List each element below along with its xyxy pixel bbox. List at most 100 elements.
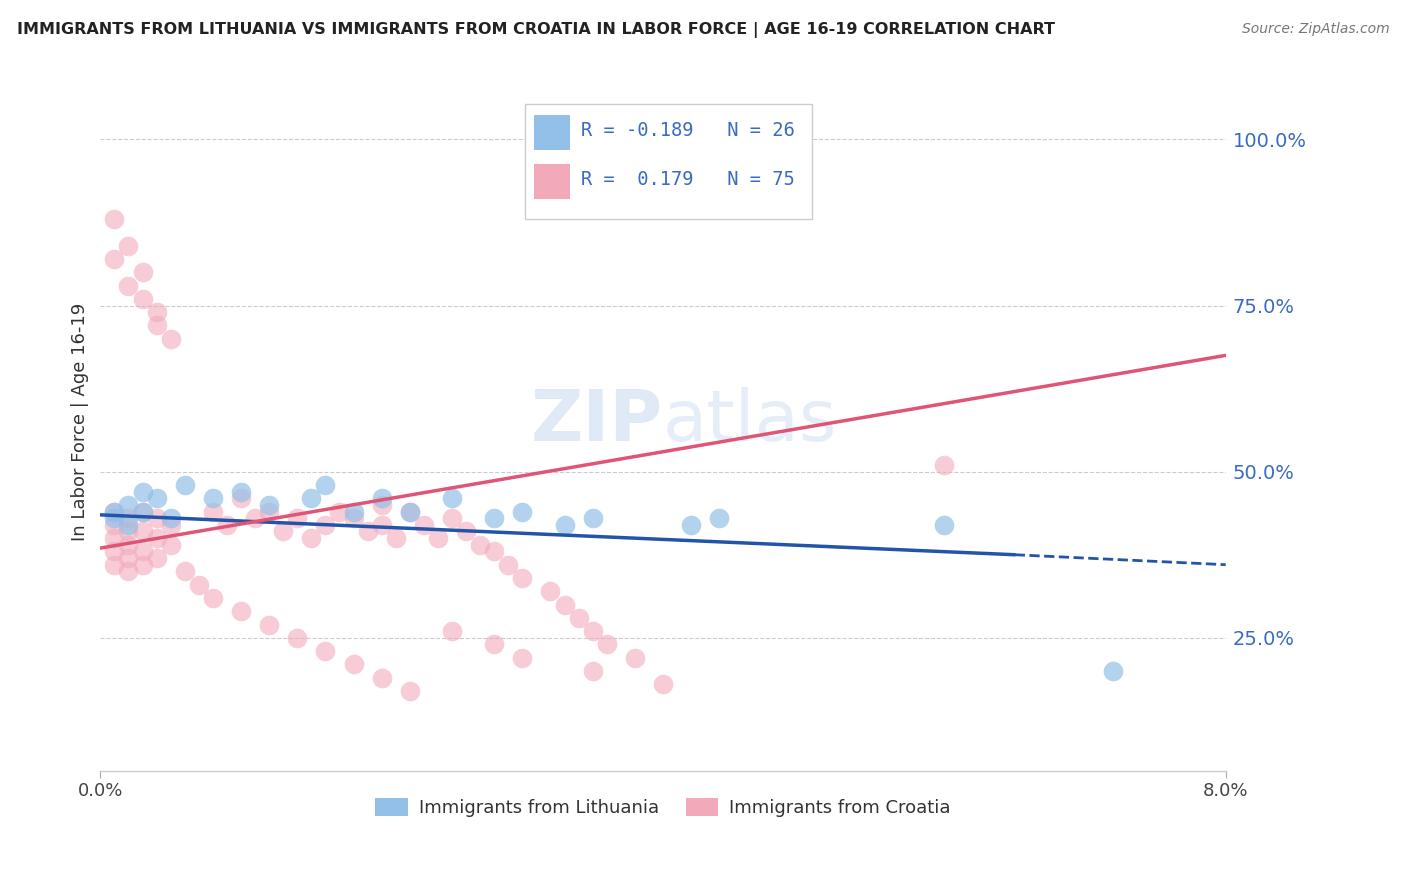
Point (314, 644, 336, 658)
Point (103, 558, 125, 572)
Point (145, 511, 167, 525)
Point (159, 538, 181, 552)
Point (117, 551, 139, 566)
Point (173, 565, 195, 579)
Point (934, 517, 956, 532)
Point (229, 604, 252, 618)
Point (512, 571, 534, 585)
Point (568, 611, 591, 625)
Point (299, 531, 322, 545)
Point (117, 565, 139, 579)
Point (582, 664, 605, 678)
Point (554, 517, 576, 532)
Point (285, 631, 308, 645)
Point (257, 498, 280, 512)
Point (384, 531, 406, 545)
Point (314, 478, 336, 492)
Point (201, 491, 224, 506)
Point (103, 252, 125, 266)
Point (117, 498, 139, 512)
Text: Source: ZipAtlas.com: Source: ZipAtlas.com (1241, 22, 1389, 37)
Point (370, 498, 392, 512)
Point (398, 504, 420, 518)
Point (285, 511, 308, 525)
Point (145, 551, 167, 566)
Point (159, 511, 181, 525)
Point (398, 504, 420, 518)
Point (440, 624, 463, 639)
Point (512, 650, 534, 665)
Point (131, 504, 153, 518)
Point (103, 531, 125, 545)
Point (145, 531, 167, 545)
Y-axis label: In Labor Force | Age 16-19: In Labor Force | Age 16-19 (72, 302, 89, 541)
Point (103, 511, 125, 525)
Point (342, 511, 364, 525)
Point (314, 517, 336, 532)
Point (131, 544, 153, 558)
Point (356, 524, 378, 539)
Point (201, 591, 224, 605)
Point (709, 511, 731, 525)
Point (454, 524, 477, 539)
Legend: Immigrants from Lithuania, Immigrants from Croatia: Immigrants from Lithuania, Immigrants fr… (368, 790, 957, 824)
Point (117, 278, 139, 293)
Point (440, 491, 463, 506)
Point (117, 517, 139, 532)
Point (103, 212, 125, 227)
Point (159, 332, 181, 346)
Text: R = -0.189   N = 26: R = -0.189 N = 26 (581, 121, 794, 140)
FancyBboxPatch shape (524, 104, 811, 219)
Point (173, 478, 195, 492)
Point (342, 657, 364, 672)
Point (652, 677, 675, 691)
Point (103, 504, 125, 518)
Point (117, 239, 139, 253)
FancyBboxPatch shape (534, 115, 569, 150)
Point (484, 511, 506, 525)
Point (271, 524, 294, 539)
Point (370, 671, 392, 685)
Point (243, 511, 266, 525)
Point (131, 265, 153, 279)
Point (512, 504, 534, 518)
Point (229, 484, 252, 499)
Point (624, 650, 647, 665)
Point (596, 637, 619, 651)
Text: IMMIGRANTS FROM LITHUANIA VS IMMIGRANTS FROM CROATIA IN LABOR FORCE | AGE 16-19 : IMMIGRANTS FROM LITHUANIA VS IMMIGRANTS … (17, 22, 1054, 38)
Point (145, 318, 167, 333)
Point (440, 511, 463, 525)
Point (117, 511, 139, 525)
Point (229, 491, 252, 506)
Point (131, 292, 153, 306)
Point (426, 531, 449, 545)
Point (540, 584, 562, 599)
Point (370, 491, 392, 506)
Point (681, 517, 703, 532)
Point (484, 637, 506, 651)
Point (934, 458, 956, 472)
Point (145, 491, 167, 506)
Point (412, 517, 434, 532)
Point (117, 524, 139, 539)
Text: ZIP: ZIP (531, 387, 664, 457)
FancyBboxPatch shape (534, 164, 569, 199)
Point (117, 538, 139, 552)
Point (484, 544, 506, 558)
Point (145, 305, 167, 319)
Point (257, 617, 280, 632)
Point (299, 491, 322, 506)
Point (131, 558, 153, 572)
Point (257, 504, 280, 518)
Point (1102, 664, 1125, 678)
Point (328, 504, 350, 518)
Point (103, 517, 125, 532)
Text: atlas: atlas (664, 387, 838, 457)
Point (187, 577, 209, 591)
Point (103, 544, 125, 558)
Point (342, 504, 364, 518)
Point (582, 511, 605, 525)
Point (131, 484, 153, 499)
Point (498, 558, 520, 572)
Point (470, 538, 492, 552)
